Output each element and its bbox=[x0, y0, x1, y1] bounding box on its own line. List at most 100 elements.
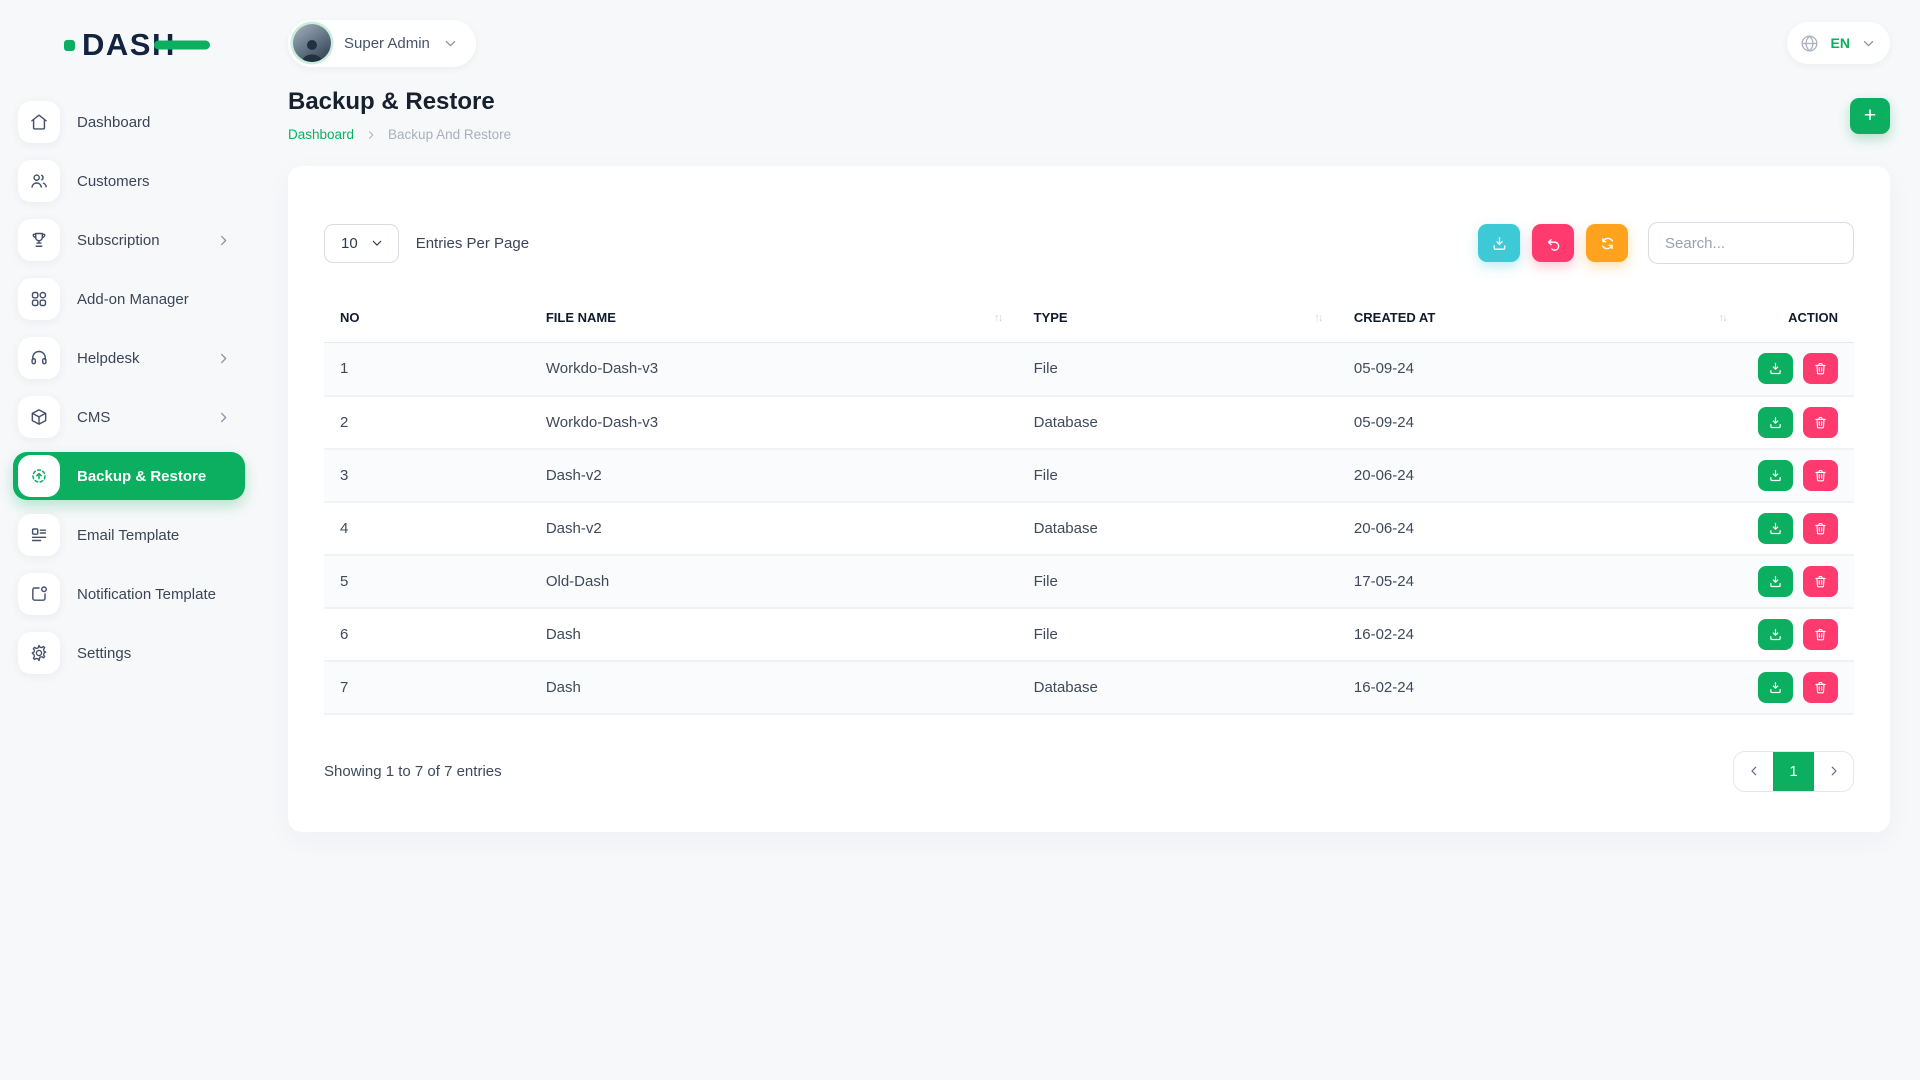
sidebar: DASH Dashboard Customers Subscription Ad… bbox=[0, 0, 258, 1080]
sidebar-item-addon-manager[interactable]: Add-on Manager bbox=[13, 275, 245, 323]
cell-created-at: 16-02-24 bbox=[1337, 607, 1742, 662]
row-delete-button[interactable] bbox=[1803, 459, 1838, 491]
row-actions bbox=[1758, 618, 1838, 650]
cell-type: Database bbox=[1017, 660, 1338, 715]
table-row: 1 Workdo-Dash-v3 File 05-09-24 bbox=[324, 342, 1854, 397]
sidebar-item-cms[interactable]: CMS bbox=[13, 393, 245, 441]
row-actions bbox=[1758, 565, 1838, 597]
sort-icon: ↑↓ bbox=[1718, 311, 1727, 324]
trophy-icon bbox=[18, 219, 60, 261]
cell-created-at: 05-09-24 bbox=[1337, 395, 1742, 450]
cell-no: 1 bbox=[324, 342, 530, 397]
row-download-button[interactable] bbox=[1758, 459, 1793, 491]
user-name: Super Admin bbox=[344, 34, 430, 52]
row-download-button[interactable] bbox=[1758, 671, 1793, 703]
chevron-right-icon bbox=[216, 351, 231, 366]
notification-template-icon bbox=[18, 573, 60, 615]
language-selector[interactable]: EN bbox=[1786, 22, 1890, 64]
cell-created-at: 16-02-24 bbox=[1337, 660, 1742, 715]
entries-per-page-value: 10 bbox=[341, 234, 358, 252]
row-delete-button[interactable] bbox=[1803, 618, 1838, 650]
pagination-next-button[interactable] bbox=[1814, 751, 1853, 791]
refresh-button[interactable] bbox=[1586, 224, 1628, 262]
restore-undo-button[interactable] bbox=[1532, 224, 1574, 262]
search-input[interactable] bbox=[1648, 222, 1854, 264]
brand-logo[interactable]: DASH bbox=[64, 20, 258, 70]
download-all-button[interactable] bbox=[1478, 224, 1520, 262]
sidebar-item-label: CMS bbox=[77, 408, 111, 426]
headset-icon bbox=[18, 337, 60, 379]
column-header-created-at[interactable]: CREATED AT ↑↓ bbox=[1337, 300, 1742, 343]
toolbar-actions bbox=[1478, 222, 1854, 264]
cell-file-name: Dash-v2 bbox=[529, 501, 1018, 556]
breadcrumb: Dashboard Backup And Restore bbox=[288, 127, 511, 142]
grid-icon bbox=[18, 278, 60, 320]
chevron-down-icon bbox=[370, 236, 384, 250]
sidebar-item-email-template[interactable]: Email Template bbox=[13, 511, 245, 559]
row-download-button[interactable] bbox=[1758, 618, 1793, 650]
column-header-type[interactable]: TYPE ↑↓ bbox=[1017, 300, 1338, 343]
row-download-button[interactable] bbox=[1758, 353, 1793, 385]
sidebar-item-label: Subscription bbox=[77, 231, 160, 249]
sidebar-item-settings[interactable]: Settings bbox=[13, 629, 245, 677]
row-delete-button[interactable] bbox=[1803, 406, 1838, 438]
logo-dot-icon bbox=[64, 39, 75, 51]
main-area: Super Admin EN Backup & Restore Dashboar… bbox=[258, 0, 1920, 1080]
pagination-prev-button[interactable] bbox=[1734, 751, 1773, 791]
cell-no: 3 bbox=[324, 448, 530, 503]
table-row: 6 Dash File 16-02-24 bbox=[324, 607, 1854, 662]
row-download-button[interactable] bbox=[1758, 512, 1793, 544]
pagination-page-1[interactable]: 1 bbox=[1773, 751, 1814, 791]
table-row: 5 Old-Dash File 17-05-24 bbox=[324, 554, 1854, 609]
column-header-file-name[interactable]: FILE NAME ↑↓ bbox=[529, 300, 1018, 343]
cell-type: Database bbox=[1017, 395, 1338, 450]
table-row: 3 Dash-v2 File 20-06-24 bbox=[324, 448, 1854, 503]
backup-table: NO FILE NAME ↑↓ TYPE ↑↓ CREATED AT ↑↓ ACTIO… bbox=[324, 300, 1854, 715]
row-delete-button[interactable] bbox=[1803, 671, 1838, 703]
breadcrumb-dashboard-link[interactable]: Dashboard bbox=[288, 127, 355, 142]
backup-restore-icon bbox=[18, 455, 60, 497]
sidebar-item-dashboard[interactable]: Dashboard bbox=[13, 98, 245, 146]
sort-icon: ↑↓ bbox=[1314, 311, 1323, 324]
row-delete-button[interactable] bbox=[1803, 353, 1838, 385]
row-actions bbox=[1758, 459, 1838, 491]
table-row: 2 Workdo-Dash-v3 Database 05-09-24 bbox=[324, 395, 1854, 450]
user-menu[interactable]: Super Admin bbox=[288, 19, 476, 67]
cell-file-name: Workdo-Dash-v3 bbox=[529, 395, 1018, 450]
cell-type: File bbox=[1017, 607, 1338, 662]
row-download-button[interactable] bbox=[1758, 565, 1793, 597]
cell-no: 2 bbox=[324, 395, 530, 450]
cell-file-name: Dash bbox=[529, 660, 1018, 715]
table-row: 4 Dash-v2 Database 20-06-24 bbox=[324, 501, 1854, 556]
row-delete-button[interactable] bbox=[1803, 512, 1838, 544]
logo-bar-icon bbox=[153, 40, 210, 50]
row-download-button[interactable] bbox=[1758, 406, 1793, 438]
sidebar-item-label: Helpdesk bbox=[77, 349, 140, 367]
globe-icon bbox=[1799, 33, 1820, 54]
table-footer: Showing 1 to 7 of 7 entries 1 bbox=[324, 750, 1854, 792]
add-backup-button[interactable]: + bbox=[1850, 98, 1890, 134]
row-delete-button[interactable] bbox=[1803, 565, 1838, 597]
sidebar-item-helpdesk[interactable]: Helpdesk bbox=[13, 334, 245, 382]
sidebar-item-backup-restore[interactable]: Backup & Restore bbox=[13, 452, 245, 500]
chevron-right-icon bbox=[216, 410, 231, 425]
language-code: EN bbox=[1830, 35, 1850, 51]
entries-per-page-label: Entries Per Page bbox=[415, 234, 530, 252]
chevron-down-icon bbox=[443, 36, 458, 51]
pagination: 1 bbox=[1733, 750, 1854, 792]
cell-type: File bbox=[1017, 448, 1338, 503]
table-row: 7 Dash Database 16-02-24 bbox=[324, 660, 1854, 715]
sidebar-item-label: Dashboard bbox=[77, 113, 151, 131]
sidebar-item-customers[interactable]: Customers bbox=[13, 157, 245, 205]
cell-file-name: Old-Dash bbox=[529, 554, 1018, 609]
entries-per-page-select[interactable]: 10 bbox=[324, 223, 399, 263]
page-title: Backup & Restore bbox=[288, 88, 495, 115]
sidebar-item-notification-template[interactable]: Notification Template bbox=[13, 570, 245, 618]
column-header-no: NO bbox=[324, 300, 530, 343]
row-actions bbox=[1758, 406, 1838, 438]
sidebar-item-label: Add-on Manager bbox=[77, 290, 189, 308]
column-header-action: ACTION bbox=[1741, 300, 1854, 343]
sidebar-item-subscription[interactable]: Subscription bbox=[13, 216, 245, 264]
sort-icon: ↑↓ bbox=[994, 311, 1003, 324]
topbar: Super Admin EN bbox=[258, 0, 1920, 72]
